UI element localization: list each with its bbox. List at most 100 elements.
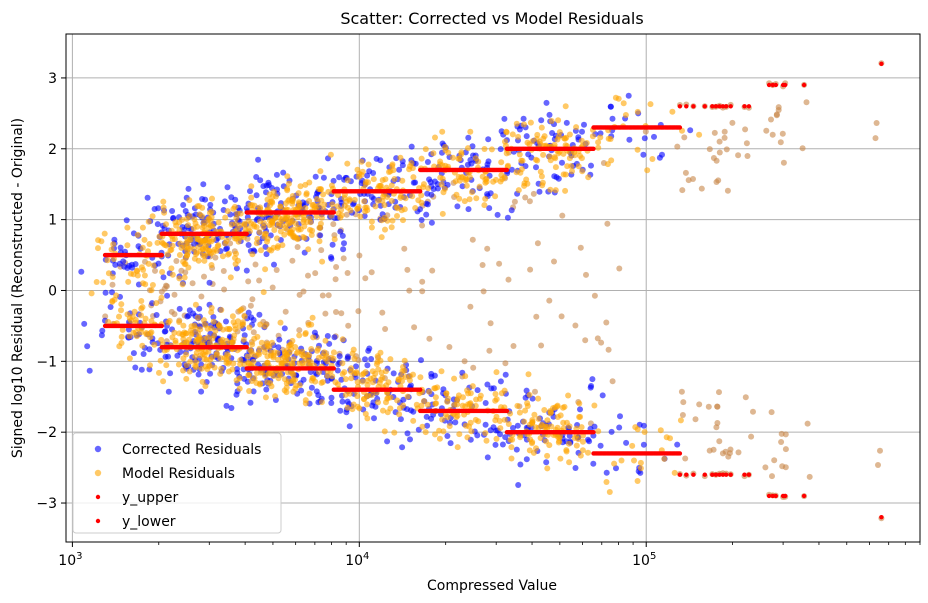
model-point-sparse [806,473,813,480]
model-point-scatter [470,364,477,371]
model-point [436,435,443,442]
corrected-point [320,174,327,181]
model-point [266,344,273,350]
model-point-scatter [404,266,411,273]
corrected-point [221,198,228,205]
corrected-point [520,115,527,122]
model-point [105,318,112,325]
model-point [104,257,111,264]
model-point-scatter [344,270,351,276]
model-point [396,411,403,418]
model-point-scatter [530,190,537,197]
model-point [421,398,427,404]
model-point [176,226,183,233]
model-point [306,198,313,204]
corrected-point [86,367,93,374]
corrected-point [253,192,260,199]
model-point [195,244,202,251]
model-point [169,242,176,249]
corrected-point [162,353,169,360]
corrected-point [418,217,425,223]
corrected-point [485,136,492,143]
model-point [529,439,536,445]
model-point [226,325,233,332]
model-point [160,378,167,385]
model-point-sparse [803,99,810,106]
corrected-point [263,386,270,393]
model-point [317,220,324,227]
model-point [153,300,160,307]
model-point-scatter [343,211,350,218]
corrected-point [315,392,322,399]
corrected-point [250,388,257,395]
corrected-point [508,166,515,173]
model-point [200,317,207,324]
model-point [516,409,523,416]
model-point [236,385,243,392]
model-point [483,178,490,185]
model-point [211,332,218,339]
model-point [300,234,307,240]
corrected-point [465,134,472,141]
model-point [565,392,572,399]
model-point [535,395,542,402]
model-point [192,301,199,308]
corrected-point [117,244,124,251]
model-point [346,390,353,397]
model-point [230,205,237,212]
corrected-point [538,117,545,124]
model-point [612,94,619,101]
model-point-scatter [332,276,339,283]
model-point [391,429,398,436]
corrected-point [577,406,583,413]
model-point-scatter [510,343,517,349]
model-point-sparse [682,169,689,176]
corrected-point [502,371,509,378]
corrected-point [362,356,368,363]
model-point-sparse [735,152,742,159]
model-point [552,164,559,171]
model-point [290,388,297,395]
model-point [277,319,284,326]
corrected-point [502,434,509,441]
model-point [585,174,592,181]
model-point [308,377,315,384]
model-point [465,390,472,397]
corrected-point [336,353,343,360]
model-point-sparse [706,146,713,153]
model-point-sparse [872,135,879,142]
model-point [200,252,207,259]
model-point [526,391,533,398]
model-point [279,242,286,249]
model-point [442,147,449,154]
corrected-point [623,439,630,446]
model-point [192,362,199,369]
corrected-point [206,279,213,286]
y-upper-point [418,189,423,194]
model-point [260,224,267,230]
model-point-scatter [534,240,541,247]
corrected-point [452,419,459,426]
model-point [296,332,303,339]
model-point [119,326,126,333]
model-point [208,309,215,316]
model-point [149,213,156,220]
model-point [406,166,413,173]
model-point [127,270,134,277]
y-upper-point [591,146,596,151]
model-point [329,201,336,208]
corrected-point [144,194,151,201]
model-point [576,414,583,420]
model-point [375,366,382,373]
corrected-point [130,350,137,357]
y-upper-point [717,104,722,109]
model-point [482,195,489,202]
model-point [296,200,303,207]
model-point [233,250,239,257]
model-point [237,357,244,364]
model-point-scatter [355,308,362,315]
model-point [187,358,194,365]
model-point [208,262,215,268]
model-point [595,139,602,146]
corrected-point [353,363,359,370]
